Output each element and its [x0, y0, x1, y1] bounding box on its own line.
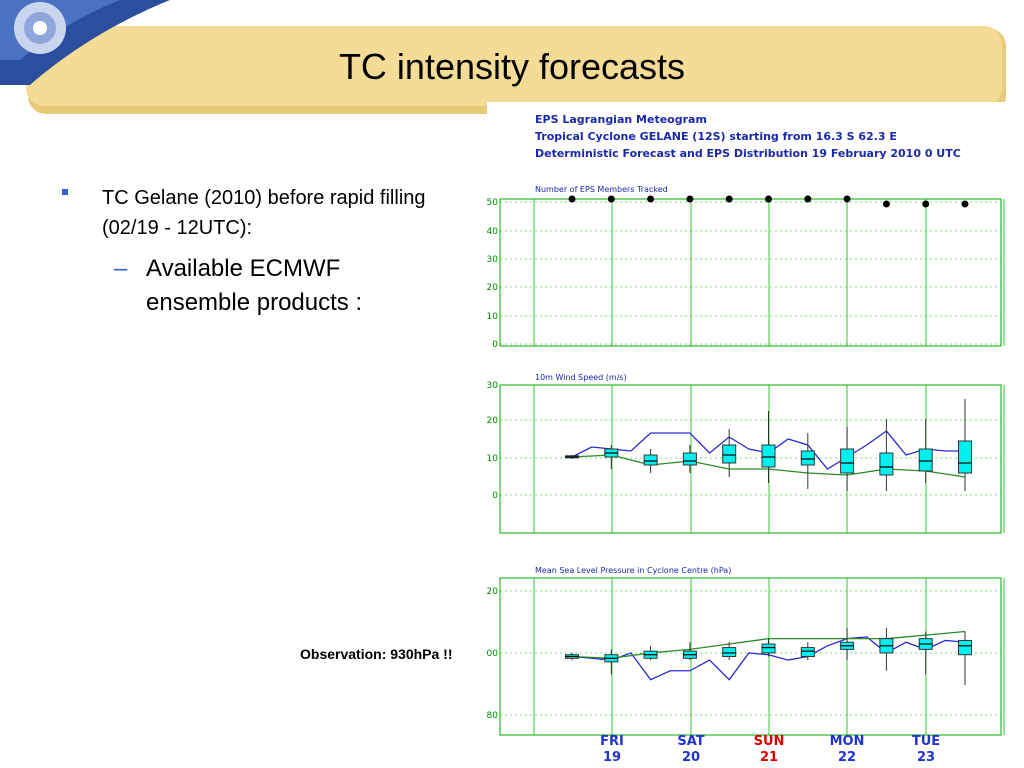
member-count-point	[607, 195, 615, 203]
meteogram-header-2: Tropical Cyclone GELANE (12S) starting f…	[535, 130, 897, 143]
day-name-label: MON	[830, 734, 865, 749]
member-count-point	[882, 200, 890, 208]
y-tick-label: 10	[487, 312, 498, 322]
slide-title: TC intensity forecasts	[338, 46, 686, 87]
box-iqr	[879, 452, 894, 476]
forecast-line-blue	[571, 430, 965, 470]
title-band	[26, 26, 1002, 106]
box-iqr	[840, 448, 855, 474]
member-count-point	[647, 195, 655, 203]
y-tick-label: 20	[487, 416, 498, 426]
box-iqr	[800, 647, 815, 657]
day-name-label: TUE	[912, 734, 940, 749]
meteogram-header-1: EPS Lagrangian Meteogram	[535, 113, 707, 126]
plot-frame	[499, 198, 1002, 347]
y-tick-label: 20	[487, 283, 498, 293]
meteogram-plots: 50 40 30 20 10 0 Number of EPS Members Tracked…	[487, 185, 1005, 736]
box-iqr	[800, 450, 815, 466]
y-tick-label: 1000	[487, 649, 498, 659]
box-iqr	[722, 647, 737, 657]
y-tick-label: 50	[487, 198, 498, 208]
member-count-point	[961, 200, 969, 208]
dash-bullet-icon: –	[114, 255, 128, 282]
y-tick-label: 0	[492, 340, 498, 350]
day-name-label: FRI	[600, 734, 624, 749]
box-iqr	[958, 639, 972, 656]
square-bullet-icon	[62, 189, 68, 195]
day-number-label: 23	[917, 750, 935, 765]
plot-frame	[499, 577, 1002, 736]
box-iqr	[761, 643, 776, 654]
chart-panel-3: 1020 1000 980 Mean Sea Level Pressure in Cy…	[487, 566, 1005, 736]
observation-note: Observation: 930hPa !!	[300, 646, 453, 662]
day-number-label: 19	[603, 750, 621, 765]
box-iqr	[761, 444, 776, 468]
chart-panel-1: 50 40 30 20 10 0 Number of EPS Members Tracked	[487, 185, 1005, 350]
day-name-label: SUN	[754, 734, 785, 749]
day-number-label: 20	[682, 750, 700, 765]
chart-title: Number of EPS Members Tracked	[535, 185, 668, 194]
member-count-point	[922, 200, 930, 208]
box-iqr	[722, 444, 737, 464]
box-iqr	[958, 440, 972, 474]
swirl-logo	[0, 0, 170, 85]
y-tick-label: 0	[492, 491, 498, 501]
y-tick-label: 10	[487, 454, 498, 464]
member-count-point	[568, 195, 576, 203]
day-number-label: 21	[760, 750, 778, 765]
box-iqr	[682, 452, 697, 466]
box-iqr	[918, 448, 933, 472]
member-count-point	[804, 195, 812, 203]
y-tick-label: 980	[487, 711, 498, 721]
y-tick-label: 30	[487, 255, 498, 265]
day-number-label: 22	[838, 750, 856, 765]
chart-panel-2: 30 20 10 0 10m Wind Speed (m/s)	[487, 373, 1005, 534]
member-count-point	[725, 195, 733, 203]
y-tick-label: 1020	[487, 587, 498, 597]
box-iqr	[643, 454, 658, 466]
y-tick-label: 40	[487, 227, 498, 237]
eps-meteogram: EPS Lagrangian Meteogram Tropical Cyclon…	[487, 102, 1024, 768]
chart-title: Mean Sea Level Pressure in Cyclone Centr…	[535, 566, 731, 575]
y-tick-label: 30	[487, 381, 498, 391]
day-name-label: SAT	[677, 734, 704, 749]
member-count-point	[765, 195, 772, 203]
bullet-text-2: Available ECMWF ensemble products :	[146, 255, 363, 316]
member-count-point	[686, 195, 694, 203]
chart-title: 10m Wind Speed (m/s)	[535, 373, 627, 382]
member-count-point	[843, 195, 851, 203]
meteogram-header-3: Deterministic Forecast and EPS Distribut…	[535, 147, 961, 160]
bullet-text-1: TC Gelane (2010) before rapid filling (0…	[102, 187, 426, 239]
